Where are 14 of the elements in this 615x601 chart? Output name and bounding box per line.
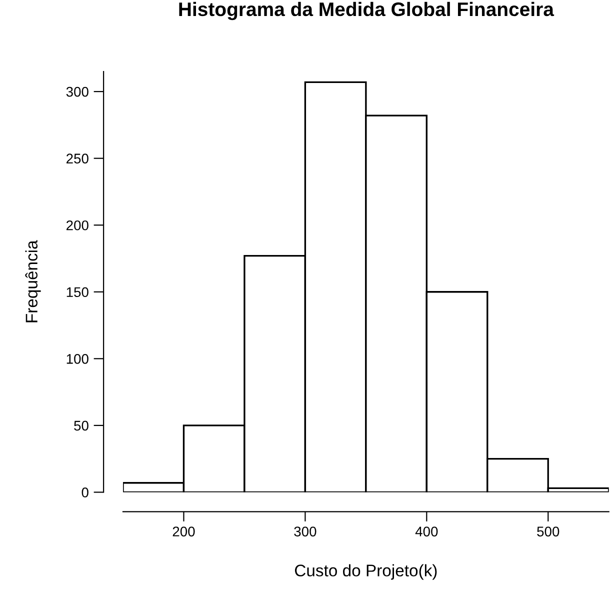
y-tick-label: 200: [66, 220, 88, 230]
y-tick-label: 100: [66, 354, 88, 364]
x-tick-label: 200: [172, 526, 195, 536]
chart-title: Histograma da Medida Global Financeira: [179, 2, 554, 20]
y-tick-label: 150: [66, 287, 88, 298]
x-tick-label: 300: [294, 526, 316, 536]
y-tick-label: 50: [74, 420, 88, 431]
x-axis-title: Custo do Projeto(k): [294, 564, 437, 580]
y-axis-title: Frequência: [25, 240, 41, 322]
y-tick-label: 250: [66, 154, 88, 164]
x-tick-label: 400: [415, 526, 438, 536]
y-tick-label: 300: [66, 86, 88, 97]
x-tick-label: 500: [537, 526, 560, 536]
y-tick-label: 0: [82, 488, 88, 498]
